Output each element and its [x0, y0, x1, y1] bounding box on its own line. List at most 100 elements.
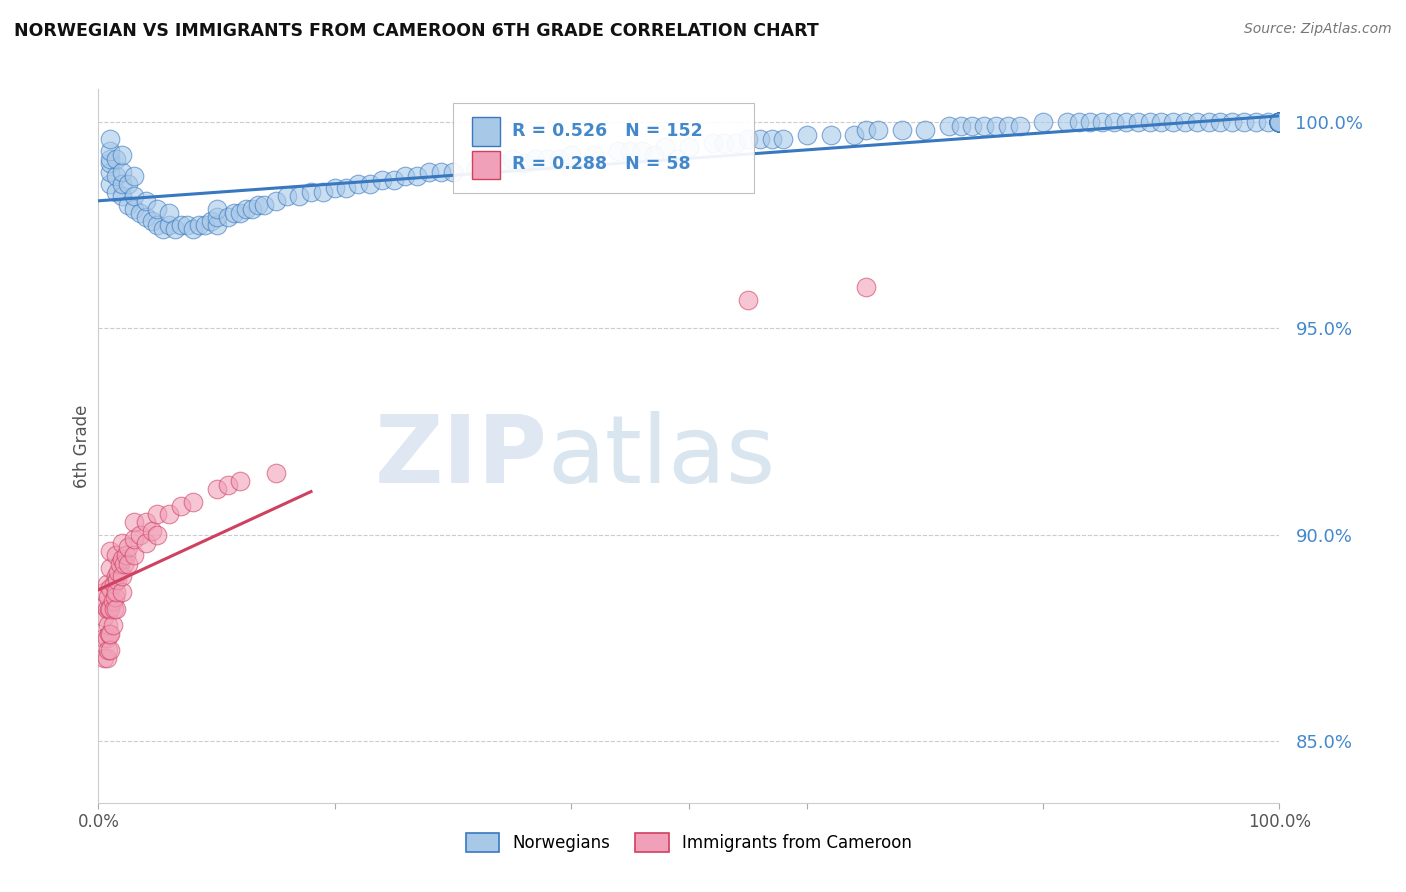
- Point: [217, 210, 239, 224]
- Point: [103, 602, 125, 616]
- Point: [560, 148, 582, 162]
- Point: [406, 169, 429, 183]
- Point: [347, 177, 370, 191]
- Point: [98, 626, 121, 640]
- Point: [229, 206, 252, 220]
- Point: [382, 173, 405, 187]
- Point: [1126, 115, 1149, 129]
- Point: [224, 206, 246, 220]
- Point: [105, 549, 128, 563]
- Point: [1174, 115, 1197, 129]
- Point: [135, 516, 157, 530]
- Point: [501, 153, 523, 167]
- Text: R = 0.526   N = 152: R = 0.526 N = 152: [512, 121, 703, 139]
- Point: [1268, 115, 1291, 129]
- Point: [1268, 115, 1291, 129]
- Point: [146, 219, 169, 233]
- Point: [725, 136, 748, 150]
- Point: [583, 148, 606, 162]
- Point: [761, 131, 783, 145]
- Point: [111, 177, 134, 191]
- Point: [1032, 115, 1054, 129]
- Point: [1268, 115, 1291, 129]
- Point: [713, 136, 735, 150]
- Point: [1268, 115, 1291, 129]
- Point: [105, 569, 128, 583]
- Point: [111, 585, 134, 599]
- Point: [820, 128, 842, 142]
- Point: [122, 516, 145, 530]
- FancyBboxPatch shape: [471, 151, 501, 179]
- Point: [1080, 115, 1102, 129]
- Point: [1056, 115, 1078, 129]
- Point: [117, 197, 139, 211]
- Point: [1268, 115, 1291, 129]
- Point: [1008, 120, 1031, 134]
- Point: [157, 507, 180, 521]
- Point: [152, 222, 174, 236]
- Point: [135, 210, 157, 224]
- Point: [146, 507, 169, 521]
- Point: [240, 202, 263, 216]
- Point: [1268, 115, 1291, 129]
- Point: [1268, 115, 1291, 129]
- Text: ZIP: ZIP: [374, 410, 547, 503]
- Point: [205, 483, 228, 497]
- Point: [973, 120, 995, 134]
- Point: [524, 153, 547, 167]
- Point: [323, 181, 346, 195]
- Point: [264, 194, 287, 208]
- Point: [112, 557, 135, 571]
- Point: [103, 577, 125, 591]
- Point: [1268, 115, 1291, 129]
- Point: [748, 131, 770, 145]
- Point: [98, 643, 121, 657]
- Point: [1244, 115, 1267, 129]
- Text: R = 0.288   N = 58: R = 0.288 N = 58: [512, 155, 690, 173]
- Point: [104, 590, 127, 604]
- Point: [93, 610, 115, 624]
- Point: [949, 120, 972, 134]
- Point: [1268, 115, 1291, 129]
- Text: NORWEGIAN VS IMMIGRANTS FROM CAMEROON 6TH GRADE CORRELATION CHART: NORWEGIAN VS IMMIGRANTS FROM CAMEROON 6T…: [14, 22, 818, 40]
- Point: [122, 189, 145, 203]
- Point: [105, 602, 128, 616]
- Point: [1268, 115, 1291, 129]
- Point: [772, 131, 794, 145]
- Point: [141, 214, 163, 228]
- Point: [98, 582, 121, 596]
- Point: [737, 293, 759, 307]
- Point: [1268, 115, 1291, 129]
- Point: [117, 540, 139, 554]
- Point: [98, 544, 121, 558]
- Point: [643, 148, 665, 162]
- Point: [97, 618, 120, 632]
- Point: [96, 631, 118, 645]
- Point: [111, 148, 134, 162]
- Point: [1268, 115, 1291, 129]
- Point: [394, 169, 416, 183]
- Point: [135, 536, 157, 550]
- Point: [536, 153, 558, 167]
- Point: [441, 164, 464, 178]
- Point: [678, 140, 700, 154]
- Point: [1268, 115, 1291, 129]
- Point: [630, 144, 652, 158]
- Text: atlas: atlas: [547, 410, 776, 503]
- Point: [122, 202, 145, 216]
- Point: [477, 156, 499, 170]
- Point: [1268, 115, 1291, 129]
- Point: [93, 631, 115, 645]
- Point: [170, 219, 193, 233]
- Point: [938, 120, 960, 134]
- Point: [1268, 115, 1291, 129]
- Point: [146, 202, 169, 216]
- Point: [1268, 115, 1291, 129]
- Point: [914, 123, 936, 137]
- Point: [430, 164, 453, 178]
- Point: [702, 136, 724, 150]
- Point: [1161, 115, 1184, 129]
- Point: [98, 164, 121, 178]
- Point: [1220, 115, 1243, 129]
- Point: [1198, 115, 1220, 129]
